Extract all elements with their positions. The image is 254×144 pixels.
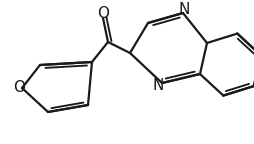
Text: N: N (152, 78, 163, 93)
Text: N: N (178, 2, 189, 18)
Text: O: O (97, 6, 108, 21)
Text: O: O (13, 80, 25, 95)
